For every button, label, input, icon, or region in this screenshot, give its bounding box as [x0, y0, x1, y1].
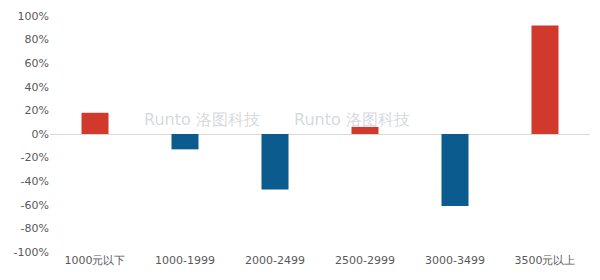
svg-text:20%: 20%	[25, 104, 49, 117]
svg-text:0%: 0%	[32, 128, 49, 141]
svg-text:-40%: -40%	[21, 175, 49, 188]
svg-text:-100%: -100%	[14, 246, 49, 259]
svg-text:40%: 40%	[25, 81, 49, 94]
svg-text:-60%: -60%	[21, 199, 49, 212]
svg-text:2000-2499: 2000-2499	[245, 254, 305, 267]
svg-text:3500元以上: 3500元以上	[515, 254, 576, 267]
svg-text:-20%: -20%	[21, 151, 49, 164]
svg-text:100%: 100%	[18, 10, 49, 23]
svg-text:1000元以下: 1000元以下	[65, 254, 126, 267]
svg-text:Runto 洛图科技: Runto 洛图科技	[294, 110, 410, 129]
svg-text:1000-1999: 1000-1999	[155, 254, 215, 267]
svg-text:3000-3499: 3000-3499	[425, 254, 485, 267]
svg-text:-80%: -80%	[21, 222, 49, 235]
svg-text:2500-2999: 2500-2999	[335, 254, 395, 267]
svg-text:60%: 60%	[25, 57, 49, 70]
svg-text:Runto 洛图科技: Runto 洛图科技	[144, 110, 260, 129]
svg-text:80%: 80%	[25, 33, 49, 46]
